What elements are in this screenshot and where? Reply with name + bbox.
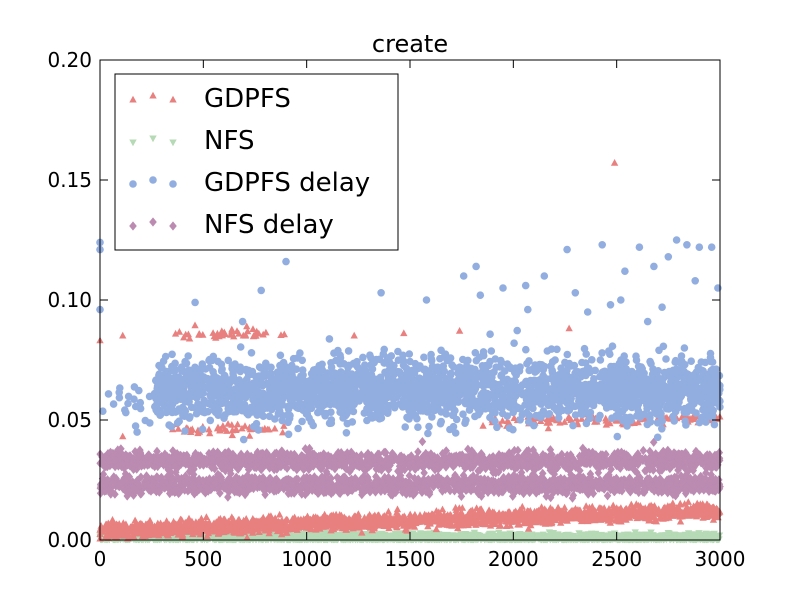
point-nfs	[414, 535, 423, 542]
point-nfs	[396, 532, 405, 540]
point-nfs	[520, 533, 528, 541]
point-nfs	[435, 531, 443, 538]
point-nfs	[497, 534, 505, 541]
point-nfs	[562, 533, 570, 541]
point-nfs	[569, 533, 577, 540]
point-nfs	[416, 530, 424, 537]
point-nfs	[495, 529, 503, 537]
point-nfs	[291, 533, 299, 540]
point-nfs	[608, 532, 616, 539]
point-nfs	[555, 534, 563, 542]
point-nfs	[642, 535, 650, 543]
point-nfs	[353, 534, 361, 541]
point-nfs	[247, 535, 256, 543]
point-nfs	[549, 530, 558, 537]
points-layer	[96, 159, 724, 544]
point-nfs	[452, 535, 460, 543]
point-nfs	[385, 533, 393, 540]
